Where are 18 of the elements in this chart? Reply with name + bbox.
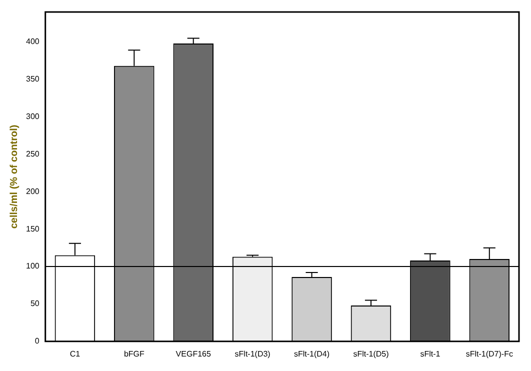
x-tick-label: bFGF bbox=[124, 349, 144, 358]
y-tick-label: 350 bbox=[26, 74, 40, 84]
x-tick-label: sFlt-1 bbox=[420, 349, 441, 358]
x-tick-label: sFlt-1(D5) bbox=[353, 349, 390, 358]
y-axis-title: cells/ml (% of control) bbox=[8, 124, 20, 229]
x-tick-label: sFlt-1(D4) bbox=[294, 349, 330, 358]
y-tick-label: 0 bbox=[34, 336, 40, 346]
x-tick-label: sFlt-1(D3) bbox=[234, 349, 271, 358]
y-tick-label: 150 bbox=[26, 224, 40, 234]
y-tick-label: 50 bbox=[30, 299, 40, 308]
x-tick-label: C1 bbox=[70, 349, 81, 358]
y-tick-label: 400 bbox=[26, 37, 40, 46]
x-tick-label: sFlt-1(D7)-Fc bbox=[466, 349, 513, 358]
y-tick-label: 200 bbox=[26, 186, 40, 196]
y-tick-label: 300 bbox=[26, 112, 40, 122]
x-tick-label: VEGF165 bbox=[176, 349, 212, 358]
y-tick-label: 100 bbox=[26, 262, 40, 271]
y-tick-label: 250 bbox=[26, 149, 40, 158]
